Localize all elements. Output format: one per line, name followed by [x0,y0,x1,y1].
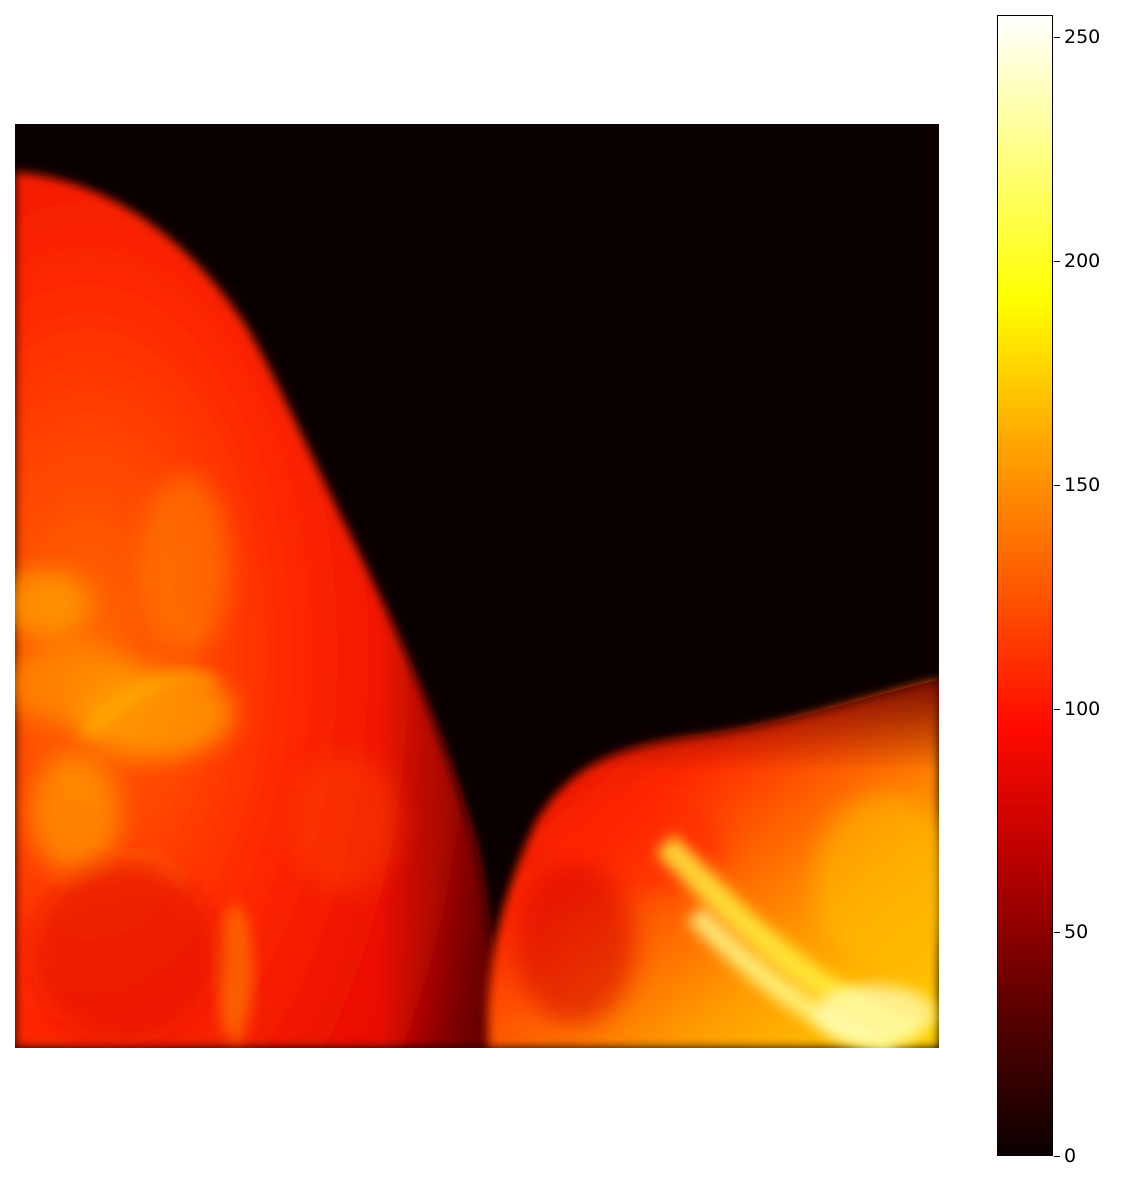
colorbar-tick-label: 200 [1064,250,1101,273]
colorbar-tick-label: 50 [1064,921,1089,944]
colorbar-tick-label: 150 [1064,473,1101,496]
colorbar-tick-mark [1054,261,1060,263]
colorbar-tick-mark [1054,932,1060,934]
colorbar-tick-mark [1054,1156,1060,1157]
colorbar-tick-mark [1054,484,1060,486]
right-anatomy-region [488,680,939,1048]
colorbar-tick-mark [1054,37,1060,39]
xray-heatmap-canvas [15,124,939,1048]
colorbar-tick-label: 250 [1064,26,1101,49]
left-anatomy-region [15,172,499,1048]
heatmap-image [15,124,939,1048]
colorbar-tick-label: 100 [1064,697,1101,720]
colorbar-tick-label: 0 [1064,1145,1077,1167]
colorbar-tick-mark [1054,708,1060,710]
colorbar-axis: 0 50 100 150 200 250 [1054,15,1123,1167]
colorbar [997,15,1053,1156]
